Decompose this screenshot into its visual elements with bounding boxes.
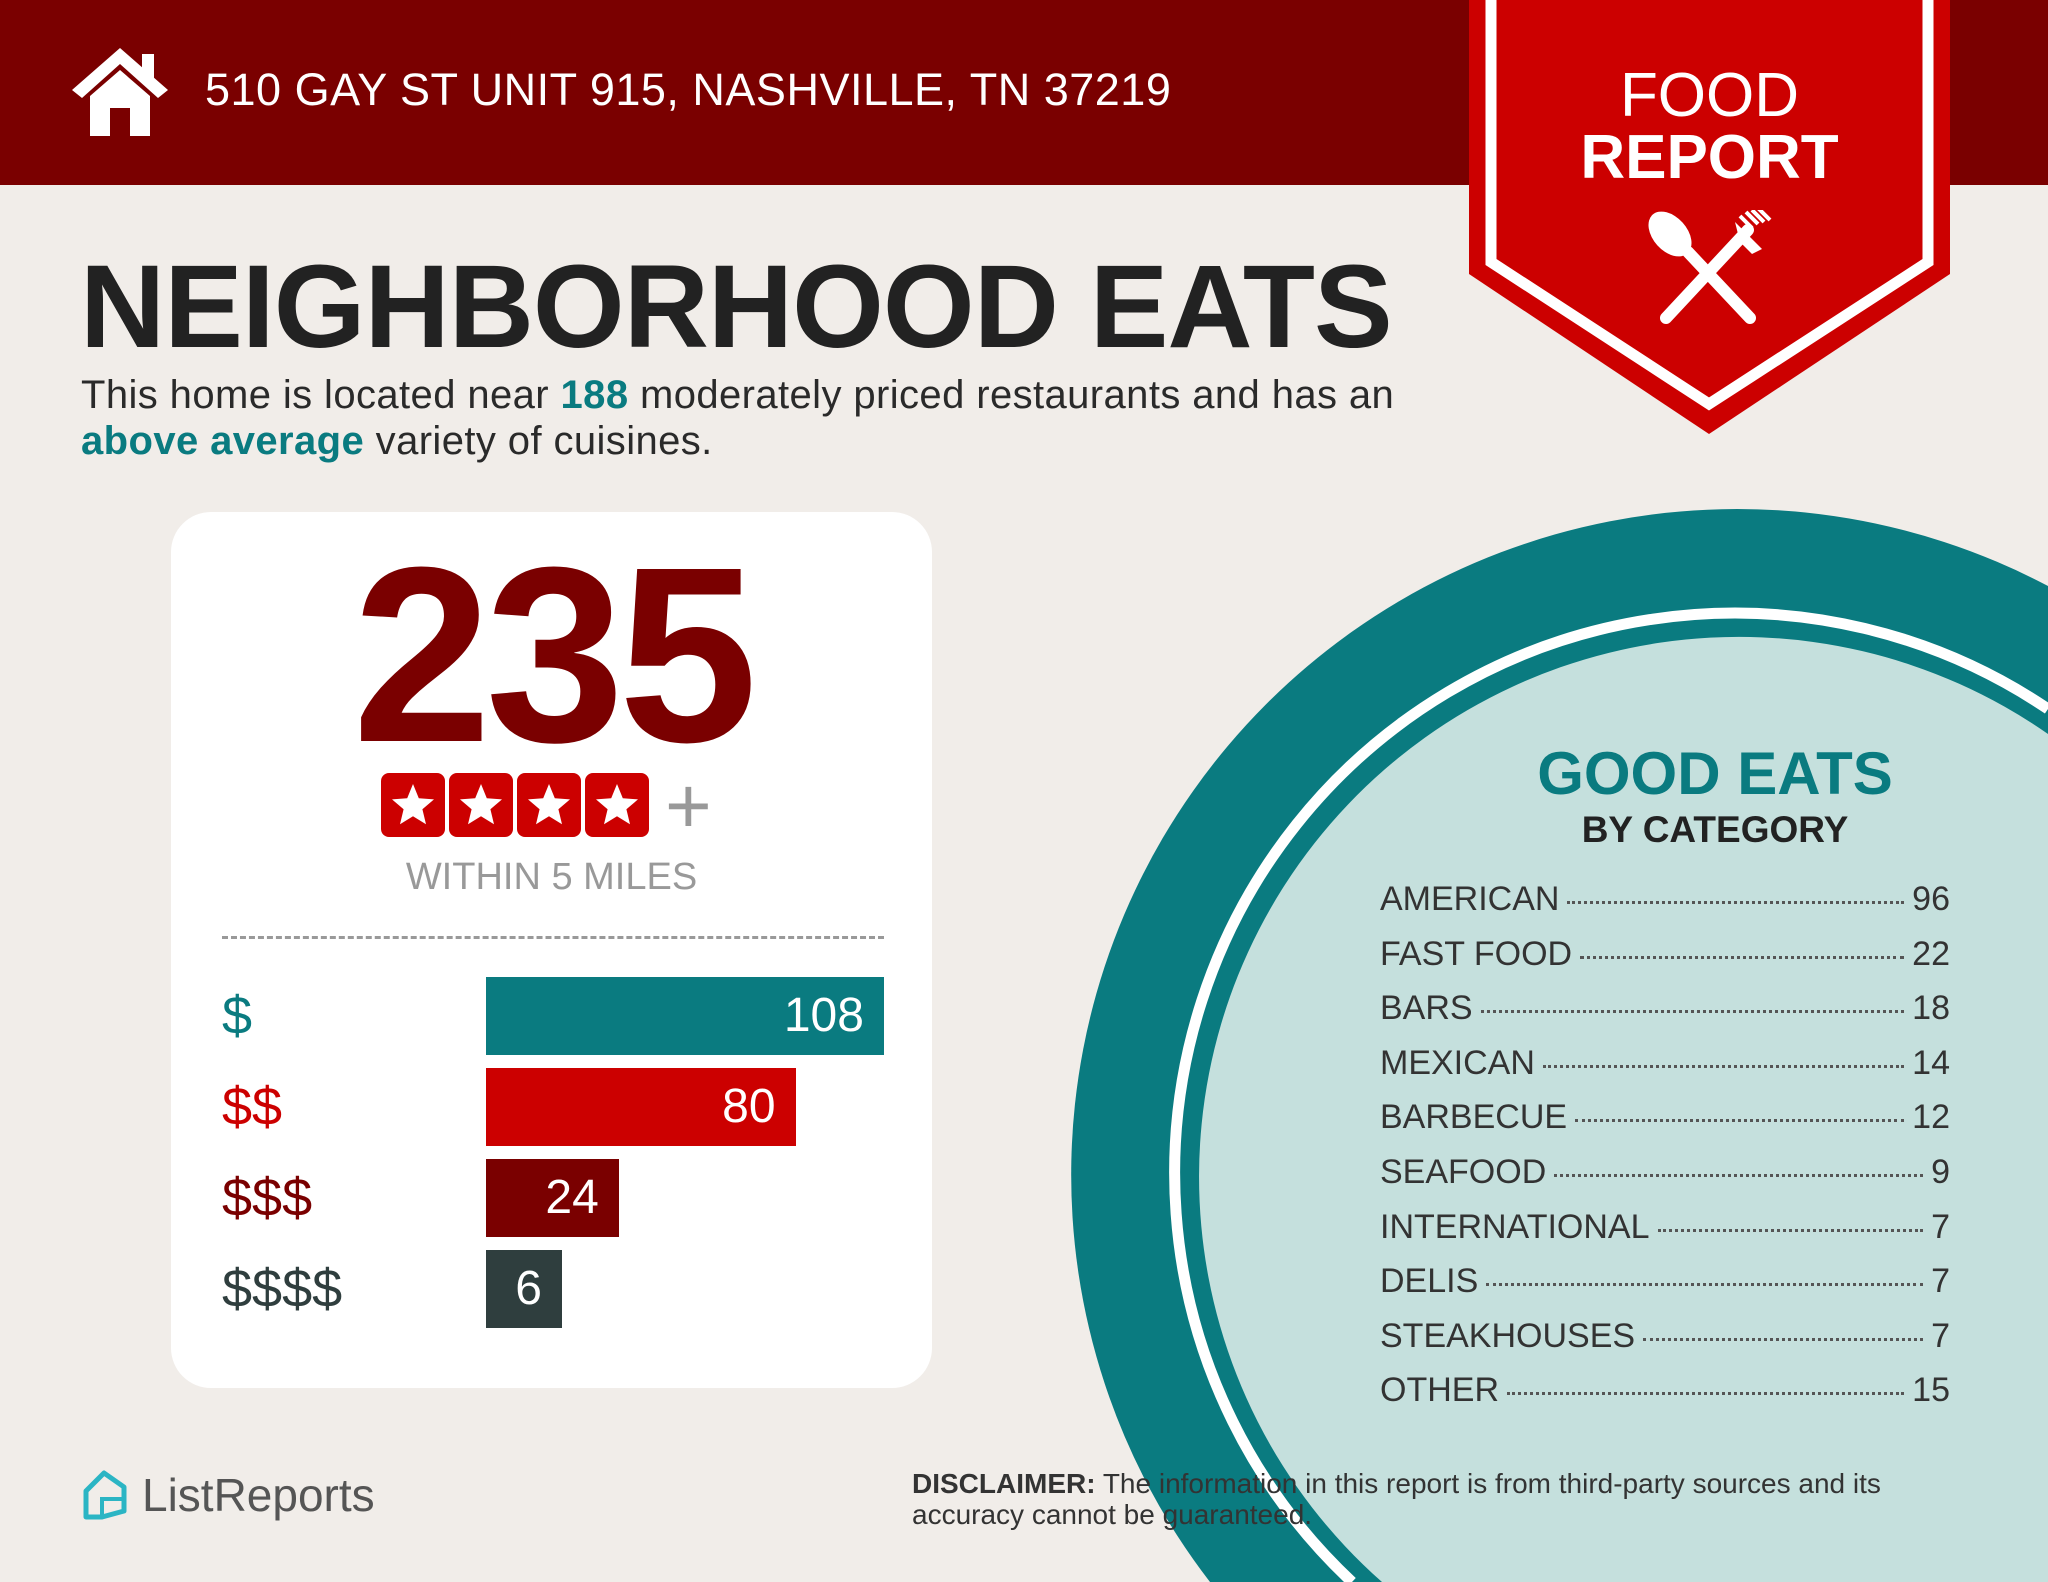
category-row: INTERNATIONAL 7 [1380,1208,1950,1263]
category-row: BARBECUE 12 [1380,1098,1950,1153]
badge-line1: FOOD [1619,61,1800,130]
dot-leader [1567,901,1905,904]
white-ring [1169,607,2048,1582]
price-level-bar: 108 [486,977,884,1055]
category-count: 9 [1931,1152,1950,1191]
within-distance-label: WITHIN 5 MILES [405,856,698,898]
dot-leader [1580,955,1905,959]
listreports-logo-icon [83,1470,127,1520]
price-level-bar: 6 [486,1250,562,1328]
category-row: STEAKHOUSES 7 [1380,1317,1950,1372]
category-count: 14 [1912,1043,1950,1082]
dot-leader [1486,1283,1924,1287]
light-teal-fill [1199,636,2048,1582]
category-name: DELIS [1380,1262,1479,1301]
category-list: AMERICAN 96 FAST FOOD 22 BARS 18 MEXICAN 14 BARB… [1380,880,1950,1426]
category-name: BARS [1380,989,1473,1028]
price-level-label: $$ [222,1077,283,1137]
disclaimer-label: DISCLAIMER: [912,1468,1096,1499]
dot-leader [1507,1392,1905,1396]
star-icon [585,773,649,837]
logo-text: ListReports [142,1469,375,1521]
star-icon [381,773,445,837]
dot-leader [1542,1064,1905,1068]
dot-leader [1480,1010,1905,1014]
category-count: 7 [1931,1316,1950,1355]
category-name: BARBECUE [1380,1098,1568,1137]
category-name: INTERNATIONAL [1380,1207,1650,1246]
plus-sign: + [665,761,712,850]
badge-line2: REPORT [1580,123,1839,192]
price-level-bar: 24 [486,1159,619,1237]
listreports-logo: ListReports [80,1468,375,1522]
property-address: 510 GAY ST UNIT 915, NASHVILLE, TN 37219 [205,64,1172,115]
price-level-label: $ [222,986,253,1046]
category-count: 22 [1912,934,1950,973]
star-icon [517,773,581,837]
category-name: MEXICAN [1380,1043,1535,1082]
category-name: SEAFOOD [1380,1152,1547,1191]
categories-subtitle: BY CATEGORY [1581,809,1849,850]
category-count: 96 [1912,880,1950,918]
category-row: SEAFOOD 9 [1380,1153,1950,1208]
summary-part: variety of cuisines. [364,419,713,463]
categories-title: GOOD EATS [1537,740,1893,807]
category-row: FAST FOOD 22 [1380,935,1950,990]
category-name: OTHER [1380,1371,1499,1410]
price-level-bar: 80 [486,1068,796,1146]
restaurant-count-card [171,512,932,1388]
category-count: 15 [1912,1371,1950,1410]
summary-part: This home is located near [81,373,561,417]
moderate-count: 188 [560,373,629,417]
star-icon [449,773,513,837]
category-count: 18 [1912,989,1950,1028]
total-restaurant-count: 235 [352,515,757,794]
category-row: OTHER 15 [1380,1371,1950,1426]
food-report-badge [1469,0,1950,434]
category-count: 7 [1931,1207,1950,1246]
dot-leader [1657,1228,1924,1232]
category-name: FAST FOOD [1380,934,1573,973]
category-count: 7 [1931,1262,1950,1301]
category-row: AMERICAN 96 [1380,880,1950,935]
house-icon [72,48,168,136]
category-name: STEAKHOUSES [1380,1316,1636,1355]
summary-part: moderately priced restaurants and has an [628,373,1395,417]
divider [222,936,884,939]
dot-leader [1575,1119,1905,1123]
dot-leader [1643,1337,1924,1341]
spoon-fork-icon [1648,210,1772,324]
summary-text: This home is located near 188 moderately… [81,372,1461,464]
page-title: NEIGHBORHOOD EATS [80,241,1393,373]
category-name: AMERICAN [1380,880,1560,918]
dot-leader [1554,1173,1924,1177]
category-row: BARS 18 [1380,989,1950,1044]
category-count: 12 [1912,1098,1950,1137]
disclaimer-text: The information in this report is from t… [912,1468,1881,1530]
disclaimer: DISCLAIMER: The information in this repo… [912,1468,1962,1530]
category-row: MEXICAN 14 [1380,1044,1950,1099]
price-level-label: $$$$ [222,1259,343,1319]
price-level-label: $$$ [222,1168,313,1228]
category-row: DELIS 7 [1380,1262,1950,1317]
star-rating [381,773,649,837]
variety-rating: above average [81,419,365,463]
